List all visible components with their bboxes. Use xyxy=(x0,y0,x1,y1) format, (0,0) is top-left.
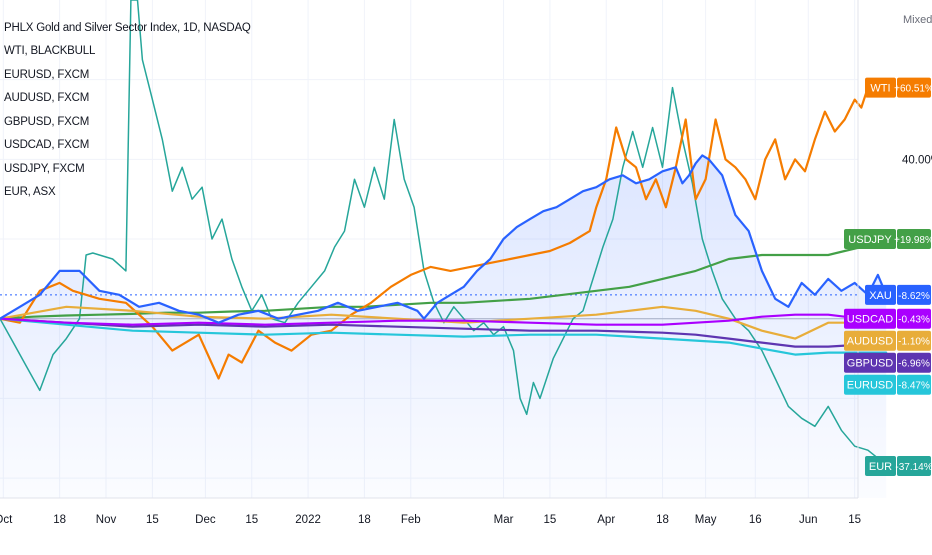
series-value-badge xyxy=(897,456,931,476)
series-line-eur[interactable] xyxy=(0,0,887,467)
series-value-text: -6.96% xyxy=(898,359,930,370)
series-value-badge xyxy=(897,77,931,98)
x-tick-label: 15 xyxy=(245,514,258,526)
series-name-badge xyxy=(844,352,896,373)
x-tick-label: 2022 xyxy=(295,514,321,526)
legend-entry[interactable]: AUDUSD, FXCM xyxy=(4,92,90,104)
series-name-badge xyxy=(865,77,896,98)
series-value-text: -8.62% xyxy=(898,291,930,302)
end-label-audusd: AUDUSD -1.10% xyxy=(844,330,931,351)
legend-entry[interactable]: WTI, BLACKBULL xyxy=(4,45,96,57)
legend-entry[interactable]: USDJPY, FXCM xyxy=(4,162,85,175)
x-tick-label: Jun xyxy=(799,514,818,526)
series-line-audusd[interactable] xyxy=(0,305,888,340)
series-name-badge xyxy=(844,229,896,250)
series-value-text: -37.14% xyxy=(895,462,932,473)
end-label-usdcad: USDCAD -0.43% xyxy=(844,308,931,329)
x-tick-label: Mar xyxy=(494,514,514,526)
series-name-badge xyxy=(865,456,896,476)
end-label-wti: WTI +60.51% xyxy=(865,77,932,98)
series-value-text: +19.98% xyxy=(894,235,932,246)
series-value-badge xyxy=(897,352,931,373)
series-name-badge xyxy=(844,308,896,329)
legend-entry[interactable]: EUR, ASX xyxy=(4,186,56,198)
series-name-text: EUR xyxy=(869,461,892,473)
x-tick-label: 18 xyxy=(656,514,669,526)
end-label-layer: WTI +60.51% USDJPY +19.98% XAU -8.62% USDCAD -0… xyxy=(844,77,932,476)
end-label-xau: XAU -8.62% xyxy=(865,284,931,305)
end-label-usdjpy: USDJPY +19.98% xyxy=(844,229,932,250)
series-name-text: USDCAD xyxy=(847,314,894,326)
y-tick-label: 40.00% xyxy=(902,154,932,166)
series-name-text: GBPUSD xyxy=(847,358,894,370)
series-area-xau xyxy=(0,155,887,498)
legend: PHLX Gold and Silver Sector Index, 1D, N… xyxy=(4,22,251,205)
y-axis: 40.00% xyxy=(902,154,932,166)
series-line-eurusd[interactable] xyxy=(0,317,888,356)
x-tick-label: 16 xyxy=(749,514,762,526)
x-tick-label: Oct xyxy=(0,514,13,526)
series-name-text: XAU xyxy=(869,290,892,302)
x-tick-label: May xyxy=(695,514,717,526)
area-layer xyxy=(0,155,887,498)
series-name-badge xyxy=(865,284,896,305)
series-line-xau[interactable] xyxy=(0,154,888,324)
x-tick-label: Feb xyxy=(401,514,421,526)
end-label-eur: EUR -37.14% xyxy=(865,456,932,476)
x-tick-label: Dec xyxy=(195,514,216,526)
series-value-badge xyxy=(897,229,931,250)
series-value-text: -1.10% xyxy=(898,337,930,348)
series-value-badge xyxy=(897,308,931,329)
series-name-badge xyxy=(844,330,896,351)
series-value-text: -8.47% xyxy=(898,381,930,392)
legend-entry[interactable]: EURUSD, FXCM xyxy=(4,68,90,81)
x-tick-label: Nov xyxy=(96,514,117,526)
series-value-badge xyxy=(897,330,931,351)
series-value-text: -0.43% xyxy=(898,315,930,326)
series-name-text: EURUSD xyxy=(847,380,894,392)
series-value-badge xyxy=(897,284,931,305)
x-tick-label: 15 xyxy=(544,514,557,526)
chart-title: PHLX Gold and Silver Sector Index, 1D, N… xyxy=(4,22,251,34)
end-label-gbpusd: GBPUSD -6.96% xyxy=(844,352,931,373)
x-axis: Oct 18 Nov 15 Dec 15 2022 18 Feb Mar 15 Apr 18 May 16 J… xyxy=(0,514,861,526)
x-tick-label: 18 xyxy=(53,514,66,526)
series-layer xyxy=(0,0,888,467)
scale-mode-label[interactable]: Mixed xyxy=(903,14,932,26)
series-line-usdcad[interactable] xyxy=(0,313,888,326)
series-line-gbpusd[interactable] xyxy=(0,317,888,348)
series-line-wti[interactable] xyxy=(0,78,888,380)
legend-entry[interactable]: GBPUSD, FXCM xyxy=(4,115,90,128)
x-tick-label: 15 xyxy=(146,514,159,526)
end-label-eurusd: EURUSD -8.47% xyxy=(844,374,931,395)
series-name-text: USDJPY xyxy=(848,234,892,246)
series-name-text: AUDUSD xyxy=(847,336,894,348)
series-value-badge xyxy=(897,374,931,395)
series-name-text: WTI xyxy=(870,83,890,95)
x-tick-label: 18 xyxy=(358,514,371,526)
legend-entry[interactable]: USDCAD, FXCM xyxy=(4,139,90,151)
x-tick-label: Apr xyxy=(597,514,615,526)
series-name-badge xyxy=(844,374,896,395)
x-tick-label: 15 xyxy=(848,514,861,526)
series-value-text: +60.51% xyxy=(894,84,932,95)
